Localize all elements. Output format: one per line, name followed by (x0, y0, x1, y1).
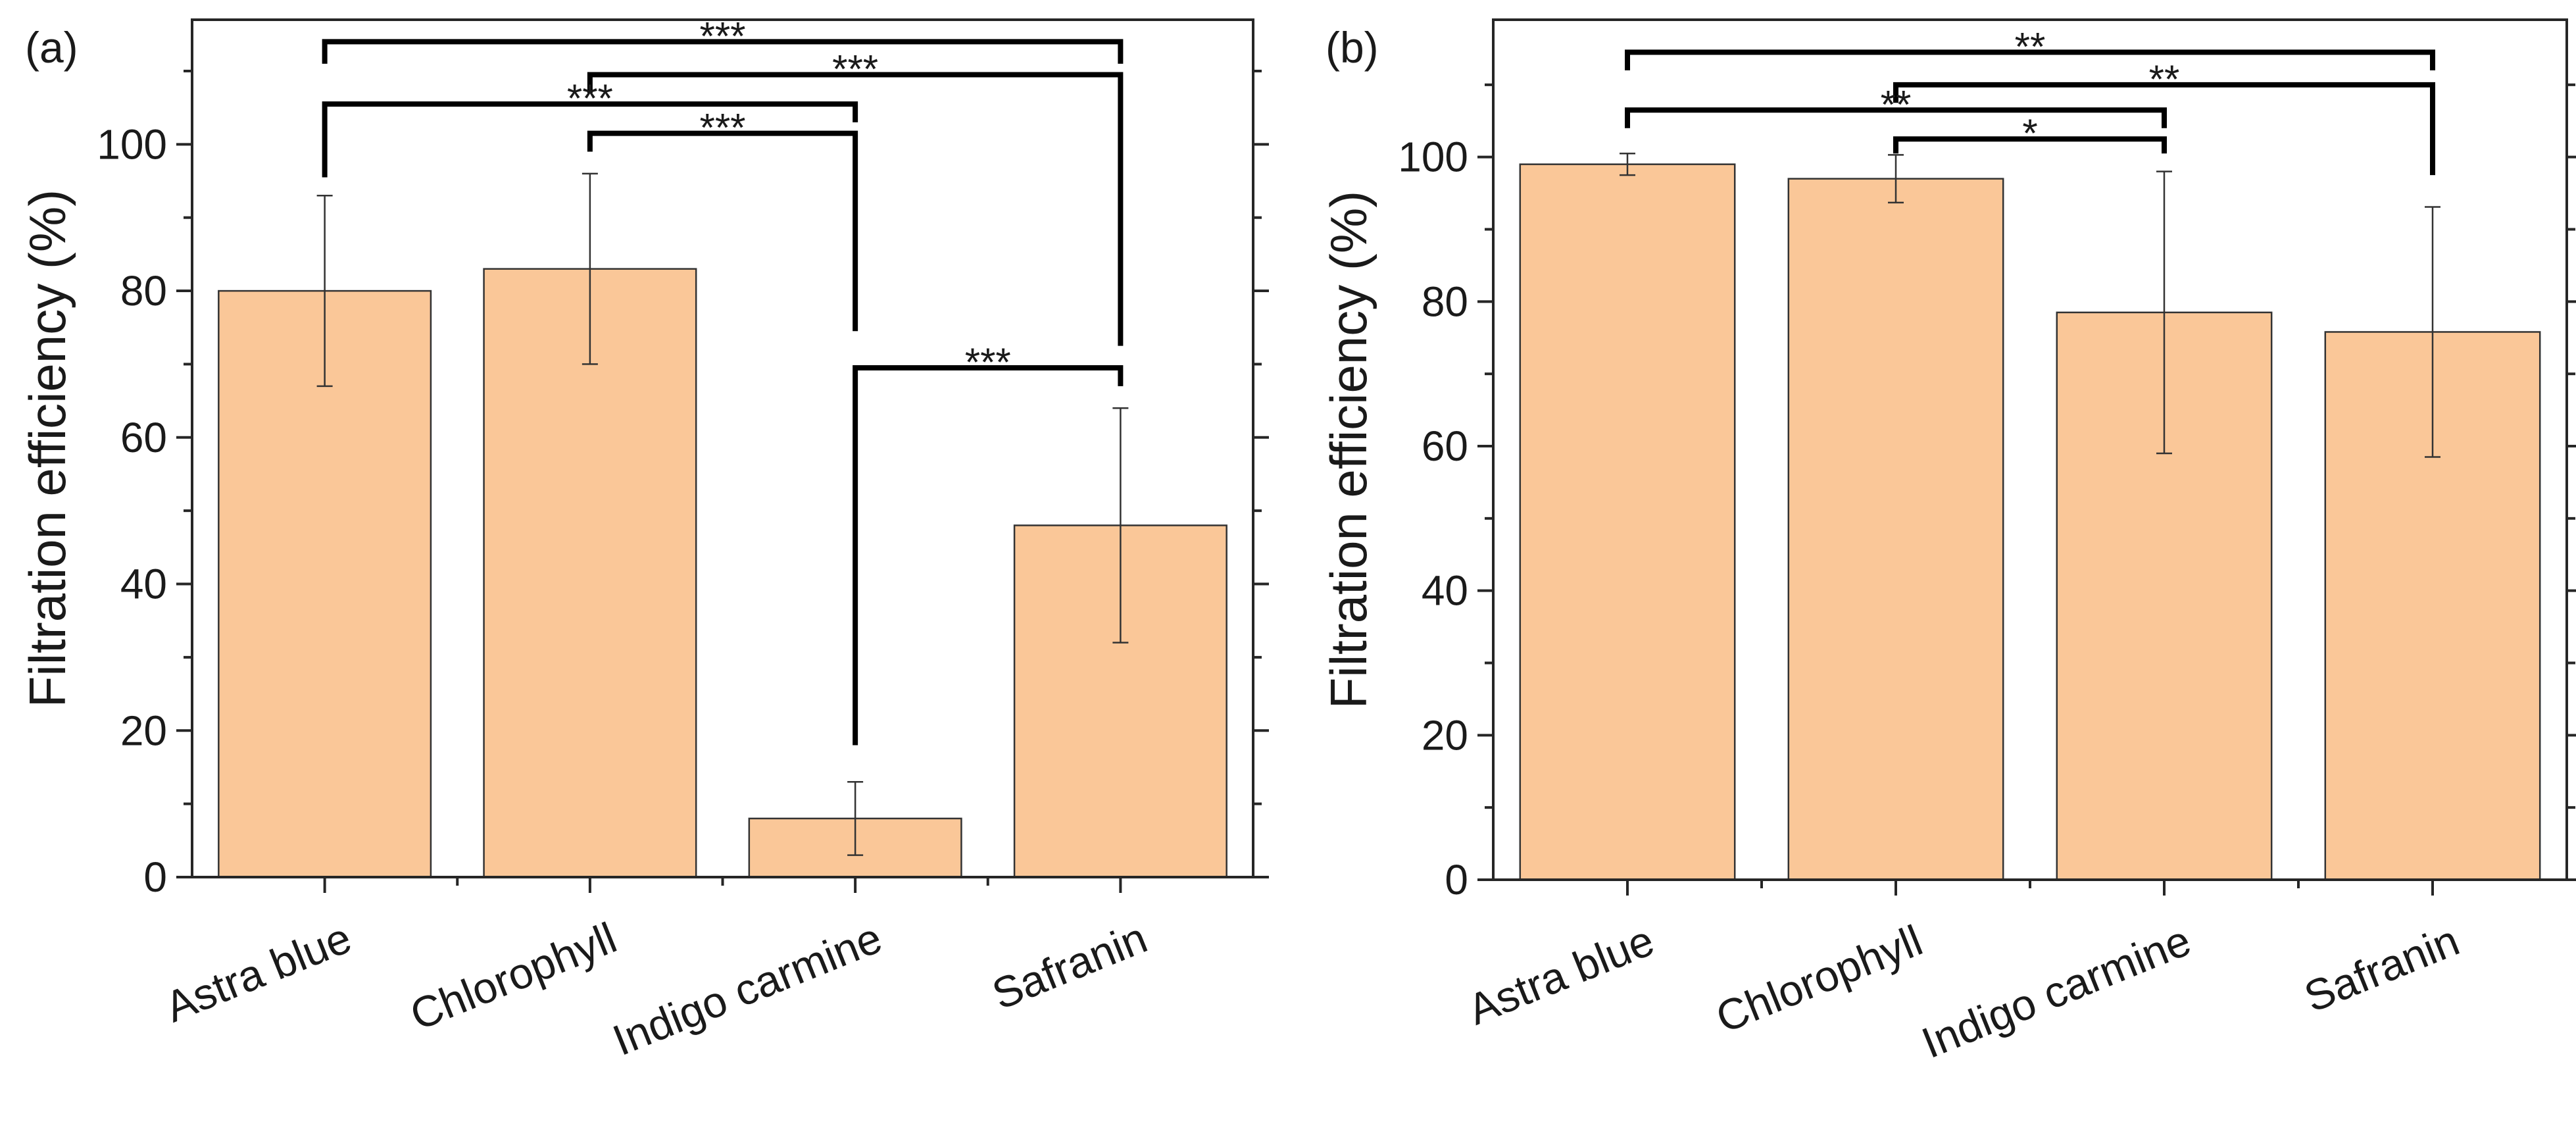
y-tick-label: 40 (1422, 567, 1468, 615)
panel-label-b: (b) (1325, 23, 1379, 72)
significance-bracket: *** (587, 47, 1124, 346)
bar-astra-blue (218, 290, 432, 878)
error-bar (316, 195, 333, 388)
error-bars-b (1620, 152, 2440, 458)
y-axis-b: 0 20 40 60 80 100 (1398, 83, 2576, 903)
error-bar (847, 780, 864, 856)
y-tick-label: 80 (120, 267, 167, 315)
x-tick-label-safranin: Safranin (2298, 915, 2466, 1021)
significance-bracket: *** (322, 76, 858, 178)
significance-label: *** (965, 340, 1011, 384)
significance-label: *** (699, 106, 745, 150)
x-tick-label-chlorophyll: Chlorophyll (403, 913, 623, 1039)
significance-label: *** (832, 47, 878, 91)
error-bars-a (316, 172, 1129, 856)
panel-a: *** *** *** *** *** 0 20 40 60 80 100 Astra blue C… (18, 14, 1269, 1065)
significance-label: *** (567, 76, 613, 120)
significance-label: ** (2149, 57, 2180, 101)
x-tick-label-astra-blue: Astra blue (1461, 915, 1660, 1034)
significance-bracket: ** (1893, 57, 2435, 176)
x-tick-label-chlorophyll: Chlorophyll (1709, 915, 1929, 1042)
significance-label: ** (2015, 24, 2046, 68)
y-tick-label: 0 (1445, 856, 1468, 903)
significance-label: ** (1881, 82, 1912, 126)
y-tick-label: 20 (1422, 711, 1468, 759)
error-bar (1888, 154, 1904, 204)
y-axis-a: 0 20 40 60 80 100 (97, 69, 1269, 901)
significance-bracket: *** (587, 106, 858, 332)
x-tick-label-indigo-carmine: Indigo carmine (606, 913, 888, 1065)
y-tick-label: 80 (1422, 278, 1468, 325)
y-axis-label-a: Filtration efficiency (%) (18, 190, 76, 707)
bars-a (218, 268, 1227, 878)
significance-bracket: * (1893, 111, 2167, 155)
bars-b (1519, 163, 2541, 881)
bar-chlorophyll (1787, 178, 2004, 881)
error-bar (1620, 152, 1635, 176)
y-tick-label: 60 (1422, 422, 1468, 470)
y-tick-label: 100 (1398, 134, 1468, 181)
error-bar (582, 172, 598, 365)
y-tick-label: 40 (120, 561, 167, 608)
error-bar (2425, 206, 2440, 458)
x-tick-label-safranin: Safranin (985, 913, 1154, 1019)
significance-brackets-a: *** *** *** *** *** (322, 14, 1124, 746)
significance-label: * (2022, 111, 2037, 155)
bar-chlorophyll (483, 268, 697, 878)
y-tick-label: 60 (120, 414, 167, 461)
y-axis-label-b: Filtration efficiency (%) (1320, 191, 1377, 709)
panel-label-a: (a) (25, 23, 78, 72)
bar-astra-blue (1519, 163, 1736, 881)
significance-brackets-b: ******* (1625, 24, 2435, 176)
x-tick-label-indigo-carmine: Indigo carmine (1915, 915, 2197, 1067)
significance-label: *** (699, 14, 745, 58)
significance-bracket: ** (1625, 24, 2435, 70)
significance-bracket: ** (1625, 82, 2167, 128)
significance-bracket: *** (853, 340, 1124, 746)
significance-bracket: *** (322, 14, 1124, 64)
error-bar (1112, 407, 1129, 644)
x-tick-label-astra-blue: Astra blue (159, 913, 358, 1031)
y-tick-label: 20 (120, 707, 167, 754)
error-bar (2156, 170, 2172, 455)
y-tick-label: 100 (97, 120, 167, 168)
y-tick-label: 0 (143, 853, 167, 901)
